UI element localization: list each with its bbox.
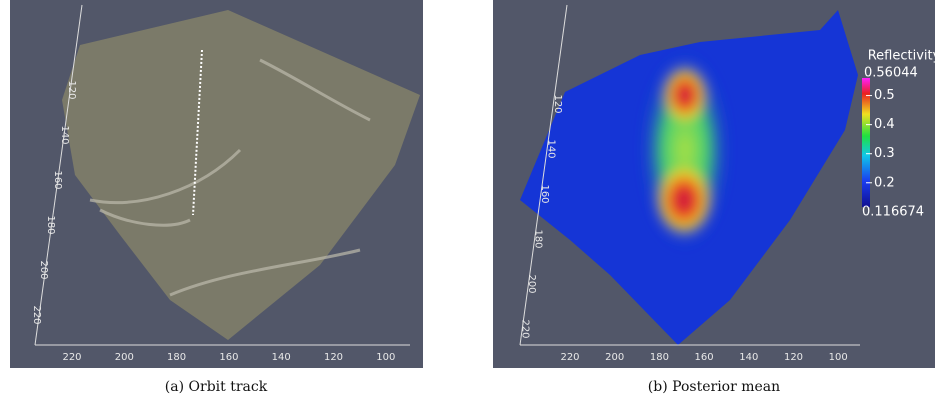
x-tick-label: 220: [560, 352, 579, 363]
colorbar-tick-label: 0.2: [874, 175, 895, 190]
x-tick-label: 200: [605, 352, 624, 363]
colorbar-tick-label: 0.4: [874, 117, 895, 132]
y-tick-label: 120: [552, 94, 563, 113]
x-tick-label: 160: [219, 352, 238, 363]
x-tick-label: 180: [167, 352, 186, 363]
page: {"panels": [ {"caption": "(a) Orbit trac…: [0, 0, 949, 403]
x-tick-label: 200: [115, 352, 134, 363]
caption: (a) Orbit track: [165, 379, 268, 395]
y-tick-label: 180: [533, 229, 544, 248]
y-tick-label: 120: [66, 80, 77, 99]
y-tick-label: 220: [520, 319, 531, 338]
y-tick-label: 180: [45, 215, 56, 234]
y-tick-label: 200: [526, 274, 537, 293]
y-tick-label: 160: [52, 170, 63, 189]
y-tick-label: 140: [546, 139, 557, 158]
colorbar-min: 0.116674: [862, 205, 924, 220]
y-tick-label: 160: [539, 184, 550, 203]
y-tick-label: 140: [59, 125, 70, 144]
colorbar-tick-label: 0.5: [874, 88, 895, 103]
colorbar-tick-label: 0.3: [874, 146, 895, 161]
y-tick-label: 220: [31, 305, 42, 324]
x-tick-label: 180: [650, 352, 669, 363]
hotspots: [640, 50, 730, 250]
x-tick-label: 120: [784, 352, 803, 363]
x-tick-label: 160: [695, 352, 714, 363]
x-tick-label: 140: [272, 352, 291, 363]
x-tick-label: 140: [739, 352, 758, 363]
x-tick-label: 100: [376, 352, 395, 363]
y-tick-label: 200: [38, 260, 49, 279]
caption: (b) Posterior mean: [648, 379, 780, 395]
x-tick-label: 100: [829, 352, 848, 363]
x-tick-label: 120: [324, 352, 343, 363]
figure: Reflectivity 0.56044 0.116674 (a) Orbit …: [0, 0, 949, 403]
x-tick-label: 220: [62, 352, 81, 363]
colorbar-max: 0.56044: [864, 66, 918, 81]
colorbar-title: Reflectivity: [868, 49, 941, 64]
colorbar: [862, 78, 870, 207]
